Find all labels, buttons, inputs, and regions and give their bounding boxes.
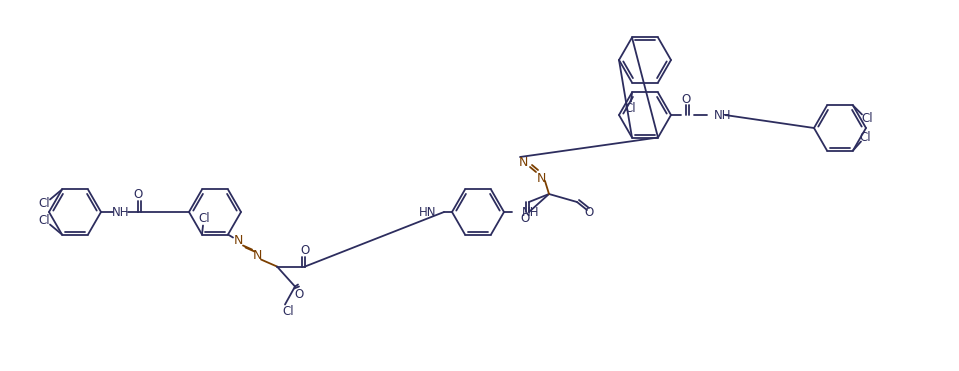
- Text: O: O: [584, 206, 594, 219]
- Text: N: N: [518, 155, 527, 168]
- Text: NH: NH: [112, 206, 129, 219]
- Text: N: N: [233, 234, 243, 247]
- Text: N: N: [536, 171, 546, 184]
- Text: O: O: [682, 92, 690, 105]
- Text: O: O: [300, 244, 310, 257]
- Text: N: N: [252, 249, 262, 262]
- Text: Cl: Cl: [38, 214, 50, 227]
- Text: Cl: Cl: [199, 212, 210, 225]
- Text: Cl: Cl: [859, 131, 871, 144]
- Text: O: O: [133, 187, 143, 200]
- Text: Cl: Cl: [861, 112, 873, 125]
- Text: O: O: [294, 288, 304, 301]
- Text: Cl: Cl: [282, 305, 293, 318]
- Text: Cl: Cl: [624, 102, 636, 115]
- Text: HN: HN: [418, 206, 436, 219]
- Text: Cl: Cl: [38, 197, 50, 210]
- Text: O: O: [521, 211, 529, 224]
- Text: NH: NH: [522, 206, 540, 219]
- Text: NH: NH: [714, 108, 732, 121]
